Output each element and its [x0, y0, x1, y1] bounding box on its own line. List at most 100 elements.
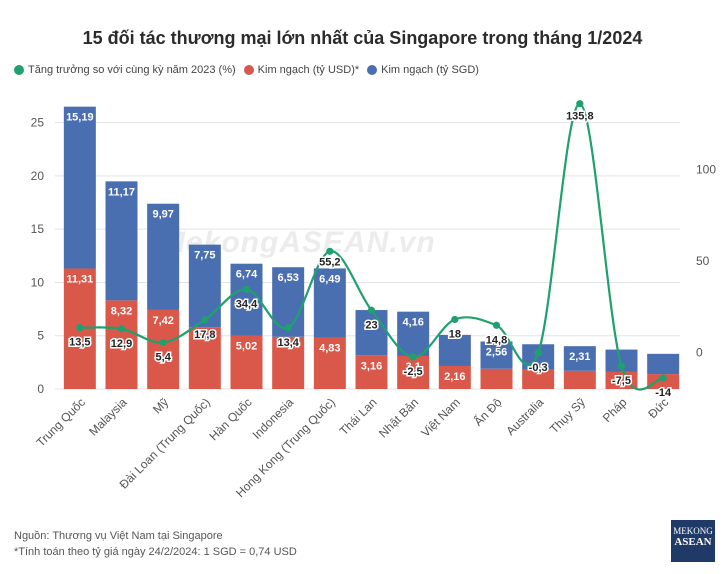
bar-usd	[563, 370, 596, 389]
legend-item-sgd: Kim ngạch (tỷ SGD)	[367, 64, 479, 76]
growth-label: 13,5	[69, 337, 90, 349]
legend-swatch-sgd	[367, 65, 378, 75]
growth-label: 23	[365, 319, 377, 331]
bar-label-sgd: 6,53	[277, 272, 298, 284]
bar-label-usd: 8,32	[111, 305, 132, 317]
bar-sgd	[313, 268, 346, 338]
growth-label: -0,3	[529, 362, 548, 374]
growth-point	[117, 325, 126, 333]
bar-label-usd: 11,31	[66, 273, 93, 285]
growth-point	[201, 316, 209, 324]
bar-usd	[230, 335, 263, 389]
growth-label: -14	[655, 387, 672, 399]
y2-tick-label: 50	[696, 254, 710, 268]
legend-label-sgd: Kim ngạch (tỷ SGD)	[381, 64, 479, 76]
y-tick-label: 15	[31, 222, 45, 236]
mekong-asean-logo: MEKONG ASEAN	[671, 520, 715, 562]
bar-sgd	[188, 244, 221, 328]
growth-label: 18	[449, 328, 461, 340]
bar-usd	[188, 327, 221, 389]
bar-usd	[147, 309, 180, 389]
bar-usd	[313, 337, 346, 389]
bar-sgd	[355, 310, 388, 356]
x-tick-label: Pháp	[600, 395, 630, 425]
bar-sgd	[397, 311, 430, 356]
bar-label-usd: 3,1	[406, 361, 421, 373]
growth-label: 5,4	[156, 351, 172, 363]
growth-point	[534, 349, 542, 357]
growth-point	[284, 324, 292, 332]
bar-usd	[397, 355, 430, 389]
bar-label-usd: 4,83	[319, 343, 340, 355]
legend-label-growth: Tăng trưởng so với cùng kỳ năm 2023 (%)	[28, 64, 236, 76]
growth-point	[576, 100, 584, 108]
bar-usd	[480, 368, 513, 389]
legend-item-usd: Kim ngạch (tỷ USD)*	[243, 64, 360, 76]
bar-sgd	[147, 203, 180, 310]
bar-usd	[522, 369, 555, 389]
y-tick-label: 20	[31, 169, 45, 183]
logo-line2: ASEAN	[674, 536, 712, 548]
x-tick-label: Australia	[503, 395, 546, 438]
legend-label-usd: Kim ngạch (tỷ USD)*	[257, 64, 360, 76]
bar-label-sgd: 7,75	[194, 250, 215, 262]
growth-point	[367, 306, 376, 314]
bar-usd	[438, 365, 471, 389]
growth-point	[242, 285, 251, 293]
bar-label-sgd: 11,17	[108, 186, 135, 198]
growth-point	[659, 374, 667, 382]
legend-item-growth: Tăng trưởng so với cùng kỳ năm 2023 (%)	[14, 64, 236, 76]
growth-label: 34,4	[236, 298, 258, 310]
bar-sgd	[63, 106, 96, 269]
bar-sgd	[105, 181, 138, 301]
exchange-rate-note: *Tính toán theo tỷ giá ngày 24/2/2024: 1…	[14, 546, 297, 558]
x-tick-label: Ấn Độ	[470, 394, 504, 428]
x-tick-label: Nhật Bản	[376, 395, 421, 440]
growth-point	[617, 362, 626, 370]
growth-label: 13,4	[277, 337, 299, 349]
growth-point	[326, 247, 334, 255]
bar-label-sgd: 9,97	[152, 209, 173, 221]
y-tick-label: 5	[37, 329, 44, 343]
y-tick-label: 0	[37, 382, 44, 396]
x-tick-label: Hàn Quốc	[207, 395, 255, 443]
x-tick-label: Mỹ	[150, 395, 171, 416]
bar-label-usd: 3,16	[361, 360, 382, 372]
x-tick-label: Việt Nam	[418, 395, 463, 440]
growth-label: 14,8	[486, 334, 507, 346]
bar-usd	[355, 355, 388, 389]
bar-label-sgd: 6,49	[319, 273, 340, 285]
y2-tick-label: 100	[696, 162, 716, 176]
bar-label-sgd: 2,56	[486, 346, 507, 358]
x-tick-label: Thái Lan	[337, 395, 380, 438]
legend-swatch-usd	[243, 65, 254, 75]
legend: Tăng trưởng so với cùng kỳ năm 2023 (%) …	[14, 64, 487, 76]
growth-label: 12,9	[111, 338, 132, 350]
x-tick-label: Malaysia	[86, 395, 130, 439]
bar-sgd	[647, 353, 680, 375]
bar-label-sgd: 4,16	[402, 317, 423, 329]
legend-swatch-growth	[14, 65, 24, 75]
bar-sgd	[480, 341, 513, 369]
chart-title: 15 đối tác thương mại lớn nhất của Singa…	[82, 28, 643, 48]
bar-label-sgd: 2,31	[569, 351, 590, 363]
bar-sgd	[605, 349, 638, 372]
growth-point	[492, 321, 501, 329]
y2-tick-label: 0	[696, 345, 703, 359]
y-tick-label: 10	[31, 275, 45, 289]
source-note: Nguồn: Thương vụ Việt Nam tại Singapore	[14, 530, 223, 542]
growth-point	[409, 353, 417, 361]
bar-label-usd: 7,42	[152, 315, 173, 327]
bar-sgd	[230, 263, 263, 336]
logo-line1: MEKONG	[673, 526, 713, 536]
bar-usd	[272, 336, 305, 389]
bar-label-sgd: 15,19	[66, 112, 94, 124]
growth-point	[451, 315, 459, 324]
y-tick-label: 25	[31, 116, 45, 130]
growth-label: 17,8	[194, 329, 215, 341]
x-tick-label: Trung Quốc	[34, 395, 88, 449]
growth-label: 55,2	[319, 256, 340, 268]
growth-label: 135,8	[566, 111, 594, 123]
bar-label-usd: 5,02	[236, 341, 257, 353]
